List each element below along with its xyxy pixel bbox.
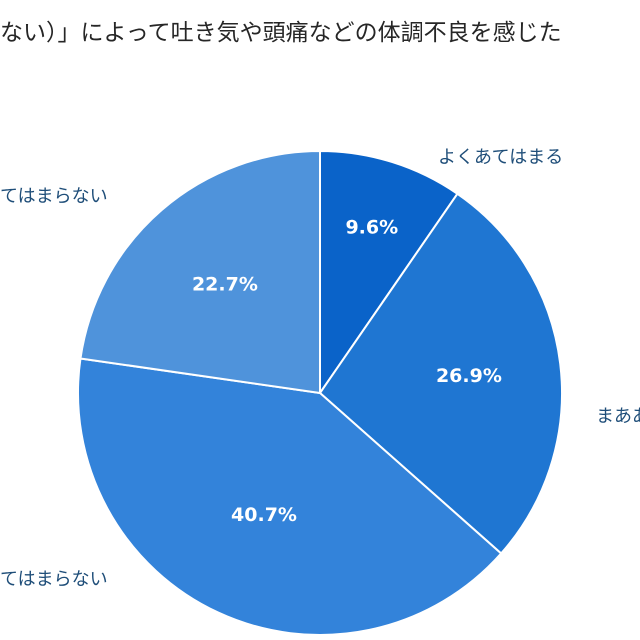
slice-percent-label-2: 26.9% <box>436 365 502 387</box>
pie-slice-4 <box>79 149 321 395</box>
slice-category-label-3: てはまらない <box>0 569 108 590</box>
slice-percent-label-1: 9.6% <box>345 217 398 239</box>
pie-slice-1 <box>319 149 459 397</box>
slice-category-label-2: まああ <box>596 406 640 427</box>
slice-percent-label-4: 22.7% <box>192 273 258 295</box>
pie-slice-2 <box>318 192 563 555</box>
slice-percent-label-3: 40.7% <box>231 504 297 526</box>
pie-slice-3 <box>77 357 503 636</box>
slice-category-label-1: よくあてはまる <box>438 147 563 168</box>
slice-category-label-4: てはまらない <box>0 186 108 207</box>
chart-title: ない）」によって吐き気や頭痛などの体調不良を感じた <box>0 20 562 46</box>
